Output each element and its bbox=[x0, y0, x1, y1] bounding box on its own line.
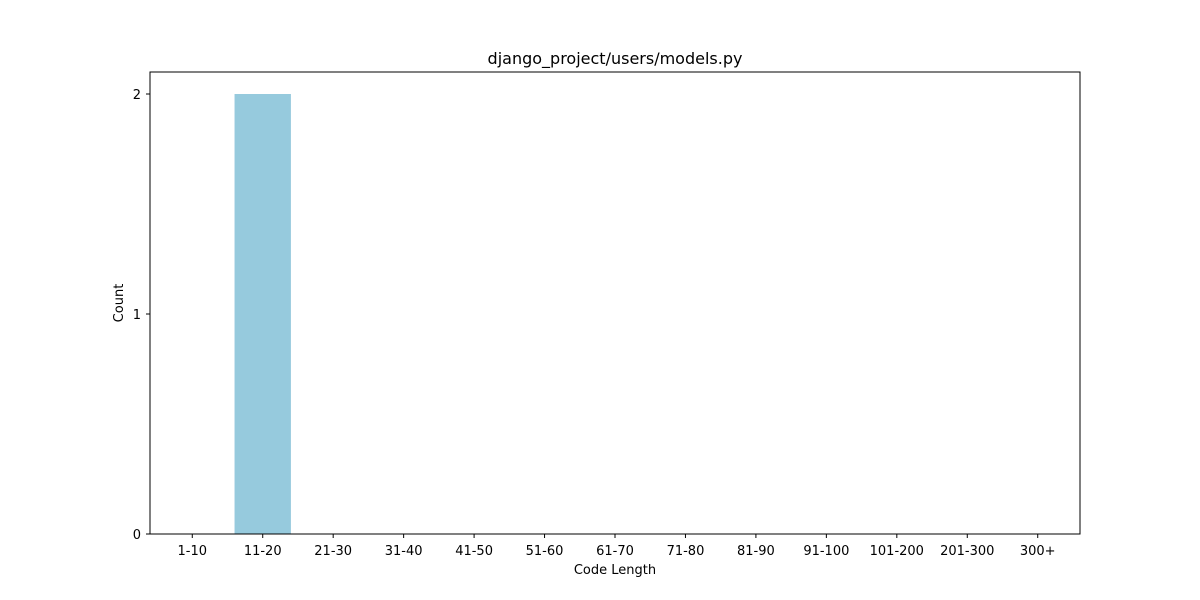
x-tick-label: 201-300 bbox=[940, 544, 994, 559]
x-tick-label: 101-200 bbox=[870, 544, 924, 559]
x-tick-label: 31-40 bbox=[385, 544, 423, 559]
x-tick-label: 1-10 bbox=[178, 544, 208, 559]
x-tick-label: 300+ bbox=[1020, 544, 1056, 559]
y-axis-label: Count bbox=[112, 284, 127, 323]
y-tick-label: 1 bbox=[133, 308, 141, 323]
chart-title: django_project/users/models.py bbox=[488, 49, 743, 69]
x-axis-label: Code Length bbox=[574, 563, 656, 578]
x-tick-label: 81-90 bbox=[737, 544, 775, 559]
y-tick-label: 2 bbox=[133, 88, 141, 103]
x-tick-label: 41-50 bbox=[455, 544, 493, 559]
x-tick-label: 71-80 bbox=[667, 544, 705, 559]
y-tick-label: 0 bbox=[133, 528, 141, 543]
bars-group bbox=[234, 94, 291, 534]
x-axis-ticks: 1-10 11-20 21-30 31-40 41-50 51-60 61-70 71-80 8… bbox=[178, 534, 1056, 559]
bar-11-20 bbox=[234, 94, 291, 534]
x-tick-label: 61-70 bbox=[596, 544, 634, 559]
x-tick-label: 51-60 bbox=[526, 544, 564, 559]
y-axis-ticks: 0 1 2 bbox=[133, 88, 150, 543]
x-tick-label: 91-100 bbox=[803, 544, 849, 559]
x-tick-label: 21-30 bbox=[314, 544, 352, 559]
x-tick-label: 11-20 bbox=[244, 544, 282, 559]
